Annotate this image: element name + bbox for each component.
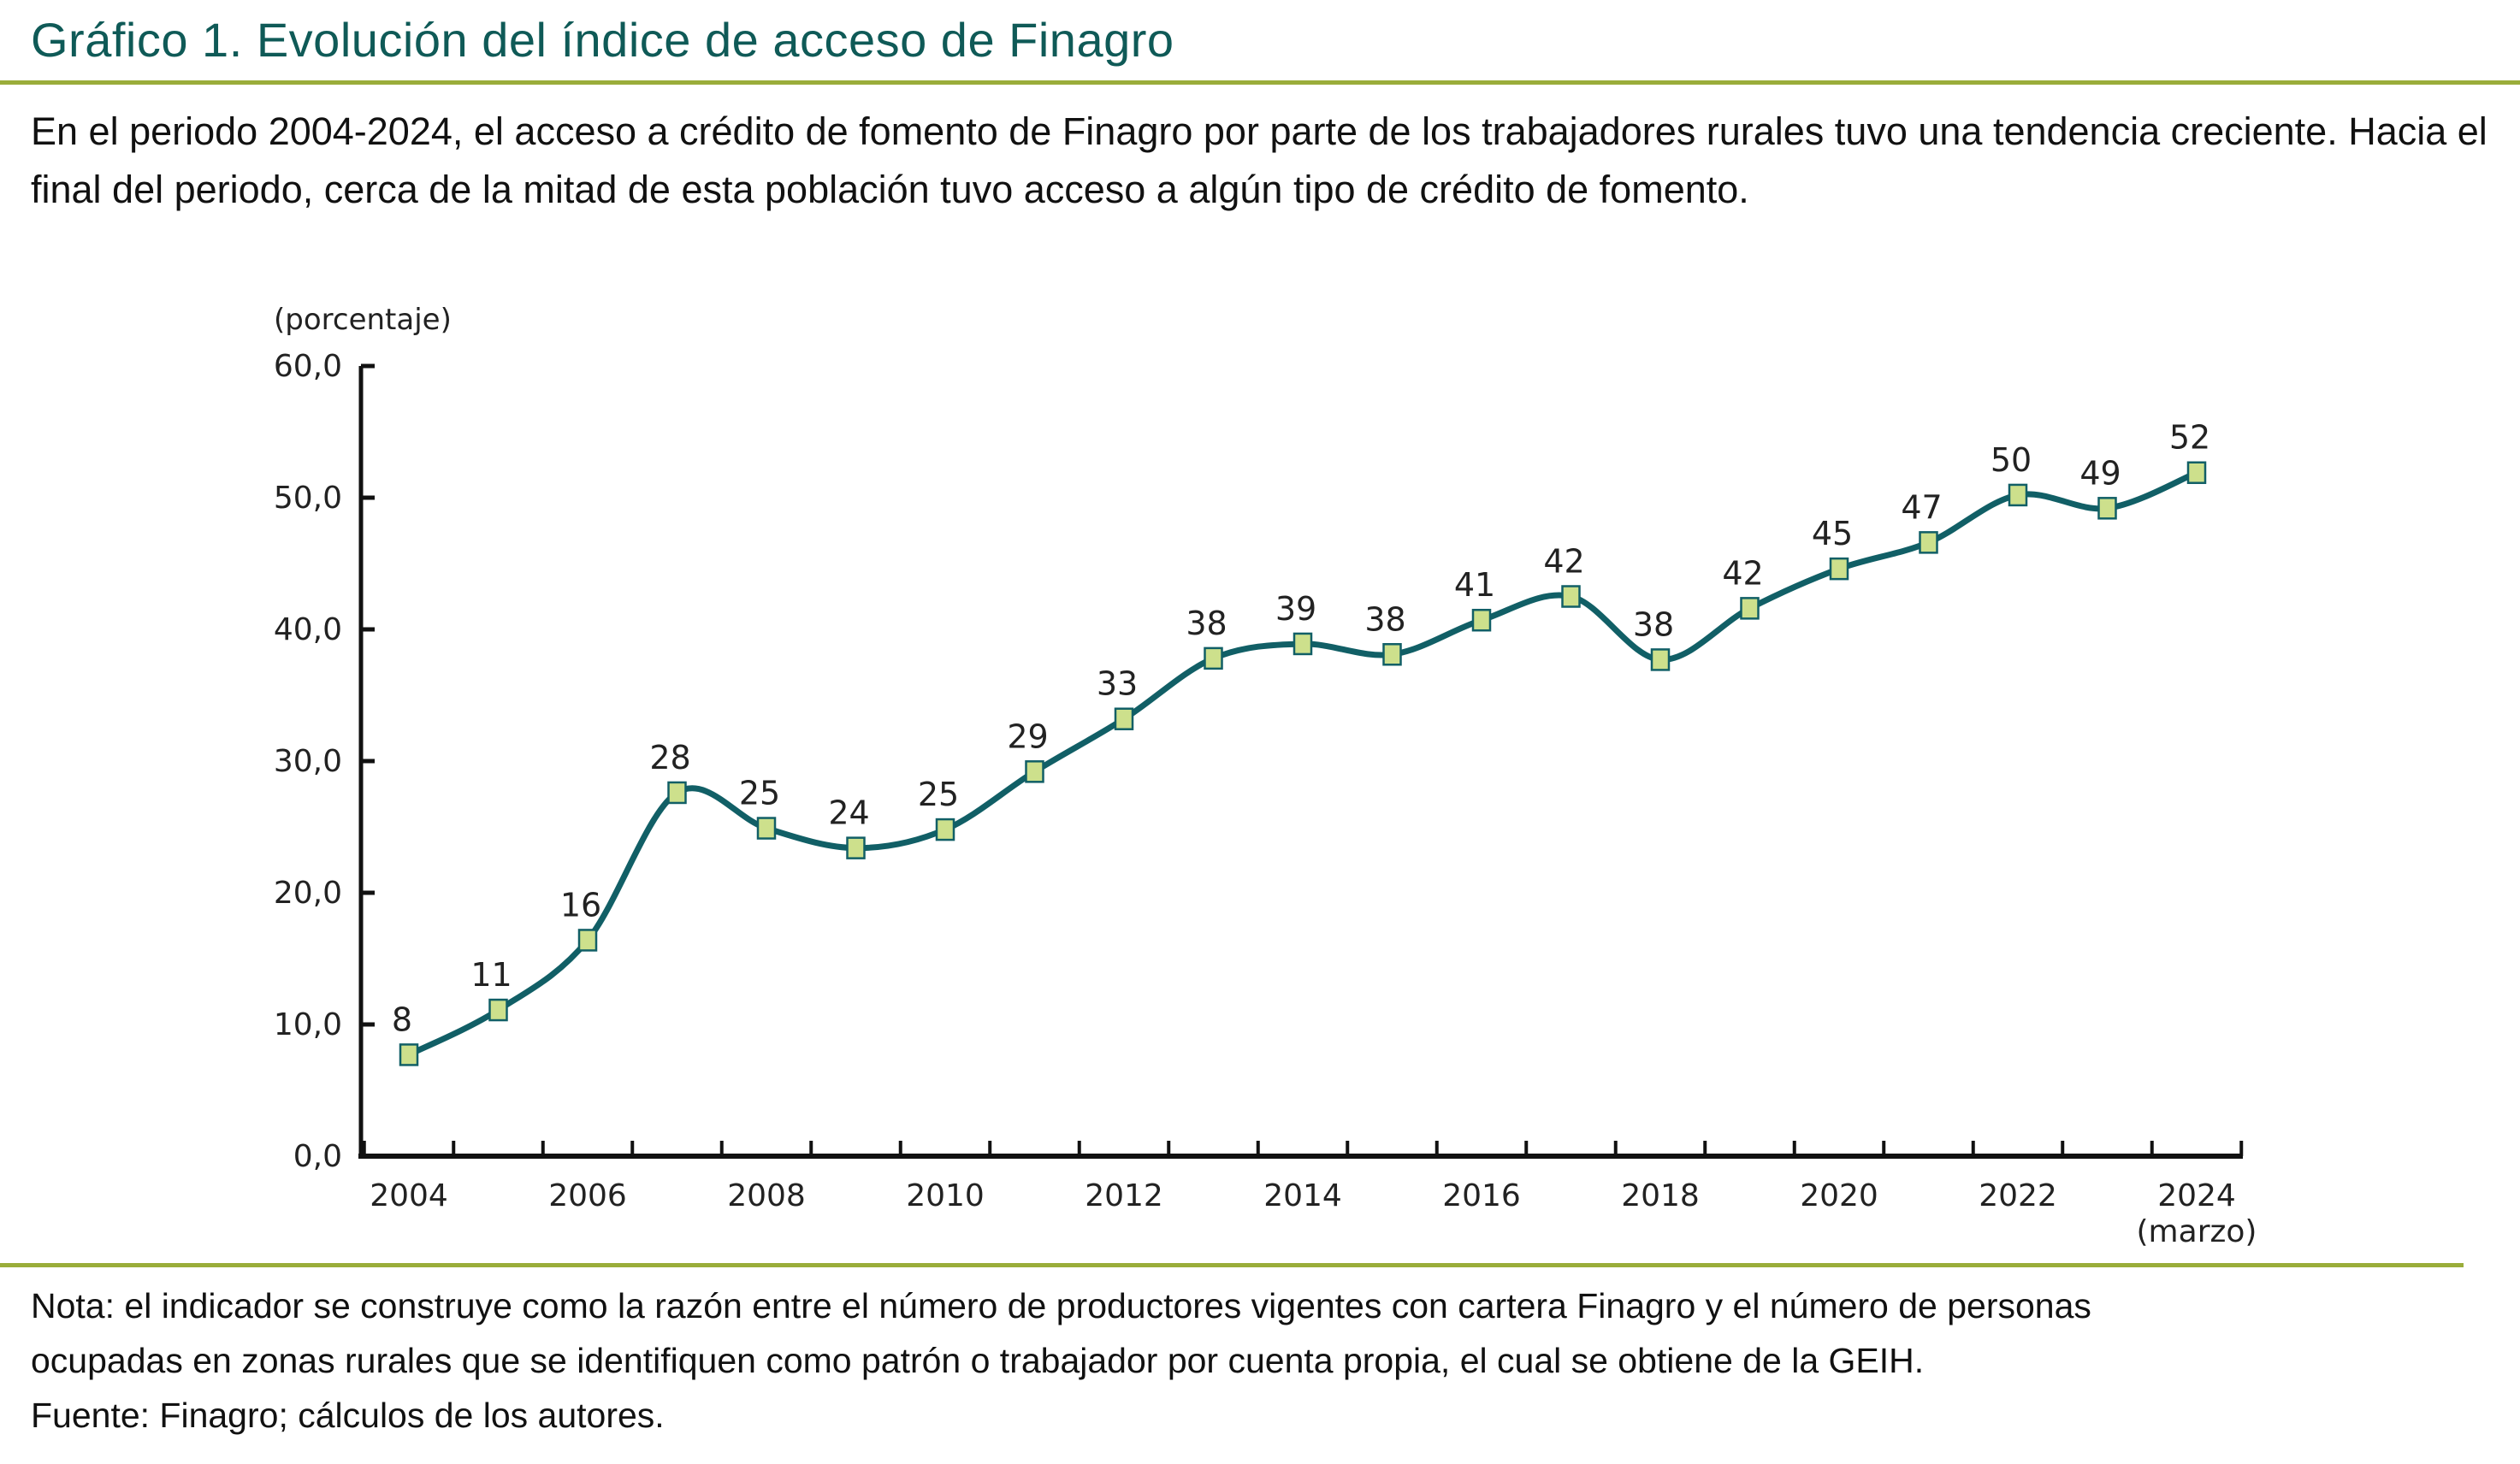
data-label: 42 (1722, 554, 1763, 592)
data-label: 42 (1543, 543, 1584, 581)
x-axis-ticks: 2004 2006 2008 2010 2012 2014 2016 2018 2020 2022… (362, 1141, 2257, 1249)
x-tick-label: 2022 (1979, 1178, 2057, 1213)
data-marker (1829, 557, 1849, 581)
data-labels: 8 11 16 28 25 24 25 29 33 38 39 38 41 42 38 42 45 47 50 49 5… (392, 419, 2210, 1039)
data-marker (935, 818, 955, 841)
data-label: 28 (649, 739, 690, 776)
data-marker (1740, 597, 1760, 620)
data-label: 50 (1991, 441, 2032, 479)
footer-notes: Nota: el indicador se construye como la … (31, 1278, 2477, 1443)
chart-subtitle: En el periodo 2004-2024, el acceso a cré… (31, 109, 2487, 211)
data-label: 25 (918, 776, 959, 813)
data-marker (1561, 585, 1581, 608)
x-tick-label: 2014 (1263, 1178, 1342, 1213)
data-label: 38 (1364, 600, 1405, 638)
data-label: 29 (1007, 717, 1048, 755)
x-tick-label: 2018 (1621, 1178, 1700, 1213)
data-markers (399, 461, 2207, 1066)
data-label: 11 (470, 956, 512, 994)
y-tick-label: 50,0 (274, 481, 342, 516)
x-tick-label: 2008 (727, 1178, 806, 1213)
y-axis-unit-label: (porcentaje) (274, 303, 452, 337)
data-marker (577, 929, 598, 952)
x-tick-note: (marzo) (2137, 1214, 2257, 1249)
note-line-2: ocupadas en zonas rurales que se identif… (31, 1341, 1925, 1380)
x-tick-label: 2016 (1442, 1178, 1521, 1213)
y-axis-ticks: 0,0 10,0 20,0 30,0 40,0 50,0 60,0 (274, 349, 375, 1174)
data-label: 25 (739, 775, 780, 812)
data-marker (488, 998, 508, 1022)
data-marker (1114, 707, 1134, 730)
data-marker (756, 817, 777, 840)
title-divider (0, 80, 2520, 85)
data-label: 47 (1901, 488, 1942, 526)
data-label: 52 (2169, 419, 2210, 457)
x-tick-label: 2006 (548, 1178, 627, 1213)
x-tick-label: 2010 (906, 1178, 985, 1213)
x-tick-label: 2020 (1800, 1178, 1878, 1213)
data-marker (846, 836, 866, 859)
source-line: Fuente: Finagro; cálculos de los autores… (31, 1396, 665, 1435)
data-marker (399, 1043, 419, 1066)
data-label: 33 (1097, 665, 1138, 703)
data-label: 45 (1812, 515, 1853, 552)
data-marker (1919, 531, 1938, 554)
data-marker (667, 781, 687, 805)
x-tick-label: 2024 (2157, 1178, 2236, 1213)
data-marker (1382, 643, 1402, 666)
y-tick-label: 20,0 (274, 876, 342, 911)
data-marker (1650, 648, 1671, 671)
y-tick-label: 30,0 (274, 744, 342, 779)
data-label: 39 (1275, 590, 1316, 628)
data-marker (1293, 632, 1313, 656)
data-label: 8 (392, 1001, 412, 1038)
y-tick-label: 10,0 (274, 1007, 342, 1042)
axes (358, 366, 2243, 1159)
x-tick-label: 2004 (370, 1178, 448, 1213)
data-label: 16 (560, 886, 601, 924)
x-tick-label: 2012 (1085, 1178, 1163, 1213)
y-tick-label: 60,0 (274, 349, 342, 384)
data-label: 38 (1633, 605, 1674, 643)
data-label: 38 (1186, 605, 1227, 642)
footer-divider (0, 1263, 2464, 1267)
data-marker (2186, 461, 2207, 484)
data-marker (2097, 497, 2117, 520)
note-line-1: Nota: el indicador se construye como la … (31, 1286, 2091, 1325)
data-label: 24 (828, 794, 869, 832)
chart-title: Gráfico 1. Evolución del índice de acces… (31, 13, 1174, 67)
y-tick-label: 0,0 (293, 1139, 342, 1174)
data-label: 49 (2079, 454, 2121, 492)
data-marker (1471, 608, 1492, 632)
y-tick-label: 40,0 (274, 612, 342, 647)
data-marker (2008, 483, 2028, 507)
data-marker (1025, 760, 1044, 783)
data-label: 41 (1454, 566, 1495, 604)
data-marker (1204, 646, 1223, 670)
